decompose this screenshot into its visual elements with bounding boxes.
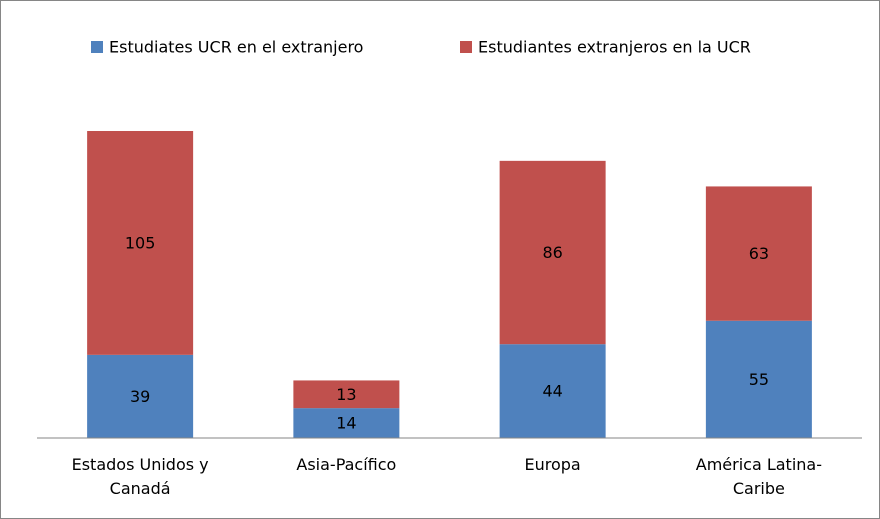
- legend-swatch: [91, 41, 103, 53]
- bar-segment: [293, 408, 400, 438]
- data-label: 14: [336, 414, 356, 433]
- legend-label: Estudiates UCR en el extranjero: [109, 38, 363, 57]
- data-label: 13: [336, 385, 356, 404]
- x-tick-label: Asia-Pacífico: [296, 455, 397, 474]
- bar-segment: [87, 354, 194, 438]
- bar-segment: [499, 160, 606, 345]
- bar-segment: [293, 380, 400, 409]
- data-label: 86: [542, 243, 562, 262]
- data-label: 39: [130, 387, 150, 406]
- bar-segment: [705, 186, 812, 321]
- bar-segment: [499, 344, 606, 438]
- bar-segment: [705, 320, 812, 438]
- x-tick-label: Estados Unidos y Canadá: [71, 455, 209, 498]
- bar-segment: [87, 131, 194, 355]
- data-label: 63: [749, 244, 769, 263]
- data-label: 55: [749, 370, 769, 389]
- x-tick-label: América Latina-Caribe: [695, 455, 822, 498]
- data-label: 44: [542, 382, 562, 401]
- legend-swatch: [460, 41, 472, 53]
- x-tick-label: Europa: [524, 455, 581, 474]
- legend-label: Estudiantes extranjeros en la UCR: [478, 38, 751, 57]
- data-label: 105: [125, 233, 156, 252]
